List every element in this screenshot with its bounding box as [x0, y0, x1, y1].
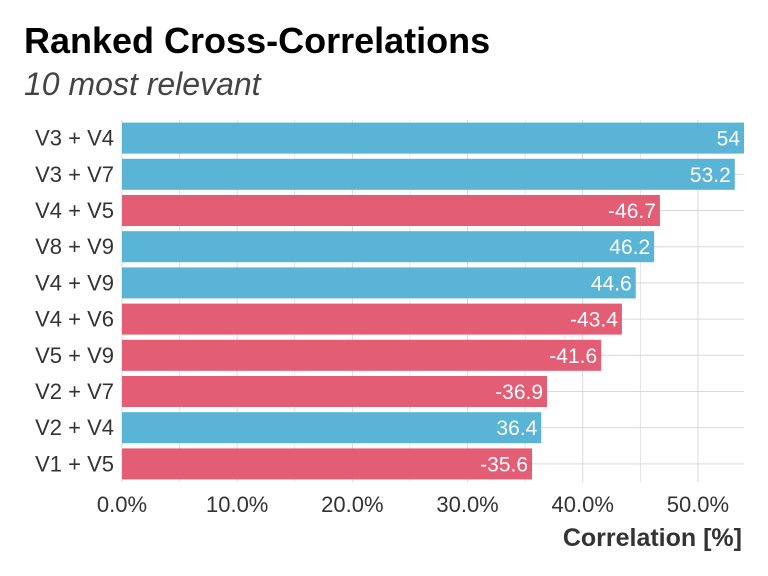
chart-title: Ranked Cross-Correlations	[24, 20, 491, 61]
x-tick-label: 10.0%	[206, 492, 268, 517]
data-label: 46.2	[609, 236, 650, 259]
bar	[122, 412, 542, 444]
data-label: 44.6	[591, 272, 632, 295]
data-label: 54	[717, 128, 741, 151]
bar	[122, 158, 735, 190]
category-label: V5 + V9	[35, 343, 114, 368]
category-label: V1 + V5	[35, 451, 114, 476]
x-axis-label: Correlation [%]	[562, 524, 742, 552]
category-label: V4 + V5	[35, 198, 114, 223]
bar	[122, 376, 548, 407]
data-label: -41.6	[549, 345, 597, 368]
category-label: V2 + V4	[35, 415, 114, 440]
data-label: 36.4	[496, 417, 537, 440]
category-label: V3 + V4	[35, 126, 114, 151]
category-label: V3 + V7	[35, 162, 114, 187]
bar	[122, 231, 655, 263]
bar	[122, 195, 660, 226]
data-label: -35.6	[480, 453, 528, 476]
bar	[122, 267, 636, 299]
bar	[122, 448, 533, 480]
bar	[122, 303, 622, 335]
data-label: -46.7	[608, 200, 656, 223]
bar	[122, 122, 744, 154]
data-label: -43.4	[570, 309, 618, 332]
category-label: V4 + V6	[35, 307, 114, 332]
bar	[122, 339, 602, 371]
x-tick-label: 50.0%	[667, 492, 729, 517]
x-tick-label: 40.0%	[552, 492, 614, 517]
category-label: V2 + V7	[35, 379, 114, 404]
category-label: V8 + V9	[35, 234, 114, 259]
category-label: V4 + V9	[35, 270, 114, 295]
data-label: 53.2	[690, 164, 731, 187]
x-tick-label: 0.0%	[97, 492, 147, 517]
x-tick-label: 20.0%	[321, 492, 383, 517]
x-tick-label: 30.0%	[436, 492, 498, 517]
chart-subtitle: 10 most relevant	[24, 66, 261, 102]
data-label: -36.9	[495, 381, 543, 404]
